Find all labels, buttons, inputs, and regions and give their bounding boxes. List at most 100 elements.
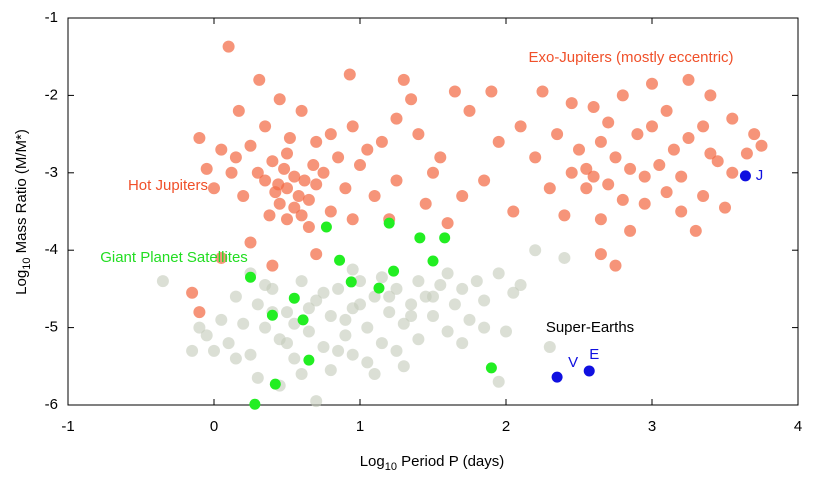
point <box>456 337 469 350</box>
point <box>332 282 345 295</box>
point <box>682 131 695 144</box>
point <box>427 255 439 267</box>
point <box>292 190 305 203</box>
point <box>667 143 680 156</box>
point <box>383 217 395 229</box>
point <box>631 128 644 141</box>
point <box>492 267 505 280</box>
point <box>346 120 359 133</box>
point <box>302 325 315 338</box>
point <box>434 151 447 164</box>
point <box>397 73 410 86</box>
point <box>249 398 261 410</box>
point <box>298 174 311 187</box>
point <box>507 205 520 218</box>
point <box>334 254 346 266</box>
point <box>478 294 491 307</box>
point <box>383 290 396 303</box>
point <box>405 93 418 106</box>
point <box>660 186 673 199</box>
point <box>434 279 447 292</box>
point <box>303 354 315 366</box>
point <box>456 282 469 295</box>
point <box>405 309 418 322</box>
point <box>208 344 220 357</box>
point <box>397 360 410 373</box>
point <box>414 232 426 244</box>
point <box>594 248 607 261</box>
point <box>412 333 425 346</box>
point <box>324 205 337 218</box>
x-label-rest: Period P (days) <box>397 453 504 470</box>
point <box>317 286 330 299</box>
point <box>368 368 381 381</box>
point <box>573 143 585 156</box>
x-tick-label: 3 <box>648 418 656 435</box>
y-tick-label: -5 <box>45 319 58 336</box>
point <box>281 147 293 160</box>
point <box>273 197 286 210</box>
point <box>653 159 666 172</box>
point <box>660 104 673 117</box>
point <box>427 290 439 303</box>
point <box>278 162 291 175</box>
x-axis-label: Log10 Period P (days) <box>360 453 505 473</box>
point <box>222 337 235 350</box>
point <box>638 197 651 210</box>
point <box>302 302 315 315</box>
point <box>646 77 658 90</box>
point <box>283 131 296 144</box>
point <box>594 213 607 226</box>
point <box>339 182 352 195</box>
point <box>583 365 595 377</box>
point <box>624 162 637 175</box>
point <box>412 275 425 288</box>
point <box>302 220 315 233</box>
point <box>616 193 629 206</box>
point <box>368 190 381 203</box>
point <box>288 317 301 330</box>
point <box>397 317 410 330</box>
point <box>215 313 228 326</box>
point <box>295 209 308 222</box>
x-tick-label: 1 <box>356 418 364 435</box>
point <box>200 162 213 175</box>
point <box>346 213 359 226</box>
point <box>310 395 323 408</box>
point <box>675 205 688 218</box>
point <box>390 344 403 357</box>
point <box>478 321 491 334</box>
point <box>558 251 571 264</box>
point <box>229 352 242 365</box>
point <box>689 224 702 237</box>
point <box>638 170 651 183</box>
y-label-rest: Mass Ratio (M/M*) <box>13 129 30 257</box>
point <box>456 190 469 203</box>
point <box>704 147 717 160</box>
point <box>339 313 352 326</box>
point <box>388 265 400 277</box>
point <box>587 170 600 183</box>
y-axis-label: Log10 Mass Ratio (M/M*) <box>13 129 33 295</box>
point <box>470 275 483 288</box>
point <box>310 135 323 148</box>
point <box>485 85 498 98</box>
point <box>448 85 461 98</box>
point <box>507 286 520 299</box>
point <box>269 378 281 390</box>
point <box>594 135 607 148</box>
y-label-sub: 10 <box>21 258 33 270</box>
point <box>208 182 220 195</box>
point <box>251 298 264 311</box>
point <box>251 166 264 179</box>
point <box>368 290 381 303</box>
point <box>200 329 213 342</box>
annotation: Hot Jupiters <box>128 177 208 194</box>
point <box>346 263 359 276</box>
point <box>375 271 388 284</box>
point <box>587 101 600 114</box>
point <box>186 344 199 357</box>
point <box>354 275 366 288</box>
point <box>332 344 345 357</box>
